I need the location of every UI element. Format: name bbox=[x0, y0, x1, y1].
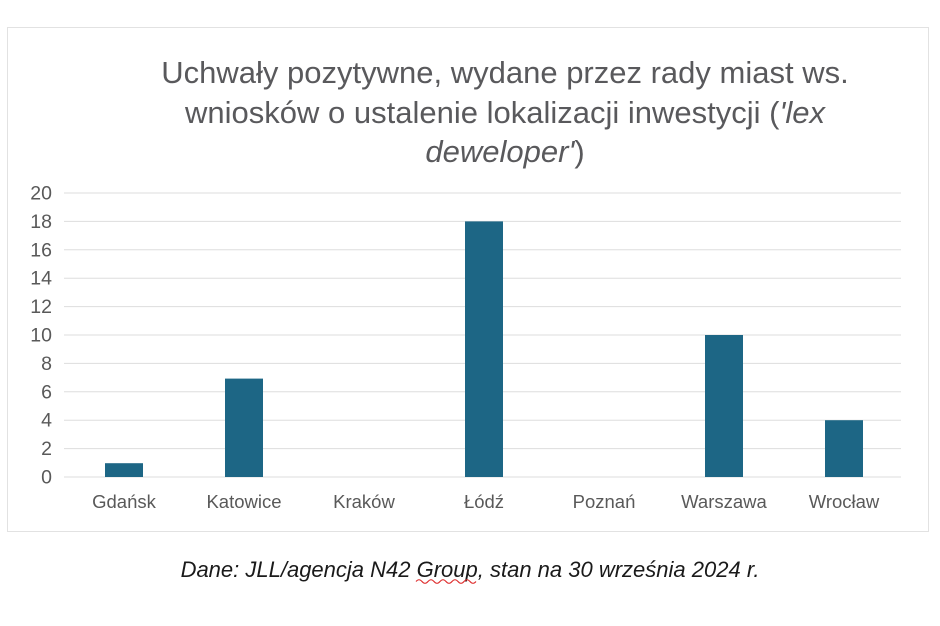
svg-text:4: 4 bbox=[41, 410, 52, 432]
svg-text:6: 6 bbox=[41, 381, 52, 403]
svg-text:Katowice: Katowice bbox=[206, 491, 281, 512]
svg-text:Wrocław: Wrocław bbox=[809, 491, 880, 512]
svg-text:Kraków: Kraków bbox=[333, 491, 395, 512]
svg-text:Gdańsk: Gdańsk bbox=[92, 491, 157, 512]
svg-text:16: 16 bbox=[30, 239, 52, 261]
svg-text:12: 12 bbox=[30, 296, 52, 318]
svg-text:14: 14 bbox=[30, 268, 52, 290]
svg-text:0: 0 bbox=[41, 467, 52, 489]
svg-text:8: 8 bbox=[41, 353, 52, 375]
svg-text:10: 10 bbox=[30, 325, 52, 347]
svg-text:Łódź: Łódź bbox=[464, 491, 504, 512]
svg-text:Poznań: Poznań bbox=[573, 491, 636, 512]
svg-text:Warszawa: Warszawa bbox=[681, 491, 767, 512]
svg-text:18: 18 bbox=[30, 211, 52, 233]
svg-text:2: 2 bbox=[41, 438, 52, 460]
svg-text:20: 20 bbox=[30, 183, 52, 205]
